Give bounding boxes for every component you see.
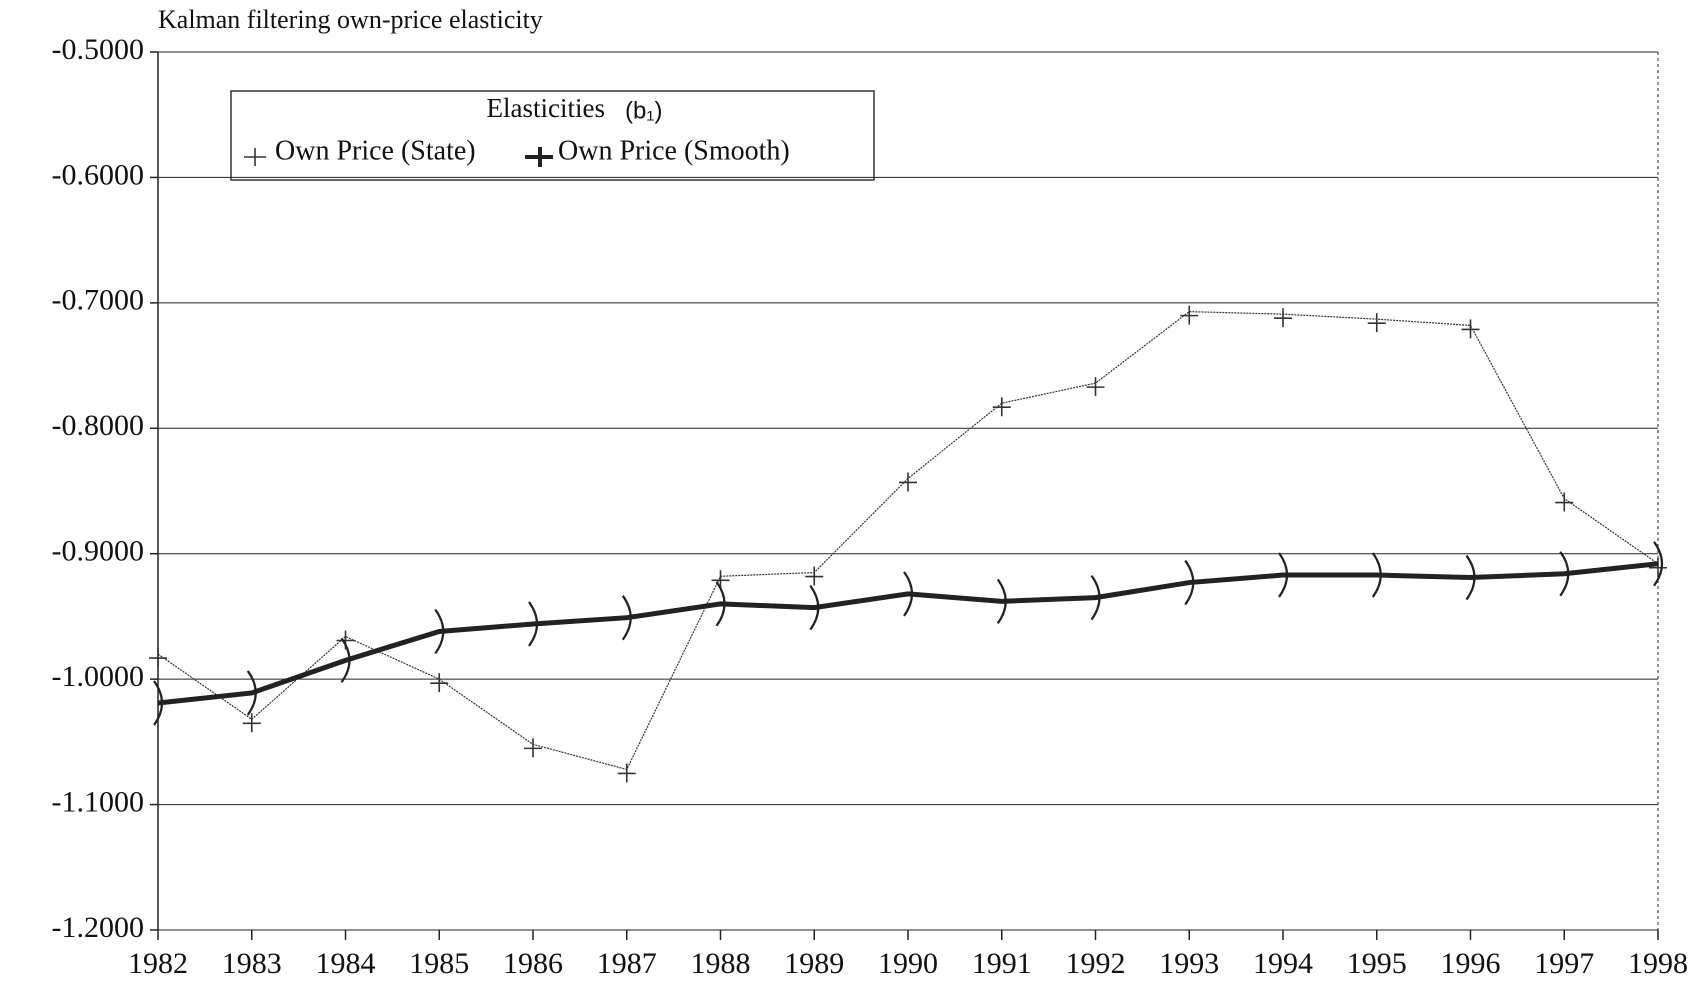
- point-marker: [992, 397, 1011, 417]
- point-marker: [1086, 377, 1105, 397]
- point-marker: [434, 608, 445, 655]
- x-tick-label: 1992: [1066, 947, 1126, 980]
- point-marker: [246, 670, 257, 716]
- point-marker: [242, 713, 261, 733]
- point-marker: [524, 738, 542, 758]
- point-marker: [1465, 554, 1476, 601]
- x-tick-label: 1986: [503, 947, 563, 980]
- x-tick-label: 1985: [409, 947, 469, 980]
- point-marker: [1461, 319, 1480, 339]
- legend-marker: [244, 148, 266, 166]
- x-tick-label: 1995: [1347, 947, 1407, 980]
- x-tick-label: 1997: [1534, 947, 1594, 980]
- y-tick-label: -1.1000: [52, 785, 145, 818]
- series-line: [157, 561, 1659, 706]
- x-tick-label: 1989: [784, 947, 844, 980]
- point-marker: [996, 578, 1007, 625]
- x-tick-label: 1998: [1628, 947, 1688, 980]
- legend-label: Own Price (Smooth): [558, 135, 790, 166]
- point-marker: [1367, 313, 1386, 333]
- point-marker: [430, 673, 449, 693]
- x-tick-label: 1996: [1441, 947, 1501, 980]
- y-tick-label: -0.9000: [52, 535, 145, 568]
- point-marker: [1649, 557, 1667, 577]
- x-tick-label: 1984: [316, 947, 376, 980]
- legend-title: Elasticities: [487, 93, 605, 123]
- point-marker: [1180, 305, 1199, 325]
- legend-box: [230, 90, 875, 181]
- x-tick-label: 1990: [878, 947, 938, 980]
- point-marker: [617, 763, 636, 783]
- point-marker: [1090, 574, 1101, 621]
- point-marker: [153, 680, 164, 726]
- point-marker: [1371, 552, 1382, 598]
- x-tick-label: 1982: [128, 947, 188, 980]
- point-marker: [899, 472, 917, 492]
- y-tick-label: -0.8000: [52, 409, 145, 442]
- y-tick-label: -0.7000: [52, 284, 145, 317]
- y-tick-label: -0.6000: [52, 158, 145, 191]
- y-tick-label: -0.5000: [52, 33, 145, 66]
- legend-marker: [525, 147, 553, 167]
- point-marker: [1278, 552, 1289, 598]
- point-marker: [340, 637, 351, 683]
- point-marker: [805, 566, 824, 586]
- legend-symbol: (b₁): [625, 97, 662, 124]
- x-tick-label: 1991: [972, 947, 1032, 980]
- point-marker: [1555, 492, 1574, 512]
- x-tick-label: 1994: [1253, 947, 1313, 980]
- chart-title: Kalman filtering own-price elasticity: [158, 5, 543, 34]
- x-tick-label: 1987: [597, 947, 657, 980]
- y-tick-label: -1.0000: [52, 660, 145, 693]
- legend-label: Own Price (State): [275, 135, 476, 166]
- y-tick-label: -1.2000: [52, 911, 145, 944]
- point-marker: [149, 648, 167, 668]
- point-marker: [1559, 551, 1570, 597]
- point-marker: [528, 601, 539, 647]
- x-tick-label: 1993: [1159, 947, 1219, 980]
- series-line: [157, 311, 1659, 771]
- point-marker: [1274, 308, 1292, 328]
- point-marker: [1653, 541, 1664, 587]
- point-marker: [903, 571, 914, 617]
- point-marker: [1184, 559, 1195, 606]
- x-tick-label: 1988: [691, 947, 751, 980]
- point-marker: [621, 595, 632, 641]
- x-tick-label: 1983: [222, 947, 282, 980]
- point-marker: [715, 581, 726, 627]
- point-marker: [809, 585, 820, 631]
